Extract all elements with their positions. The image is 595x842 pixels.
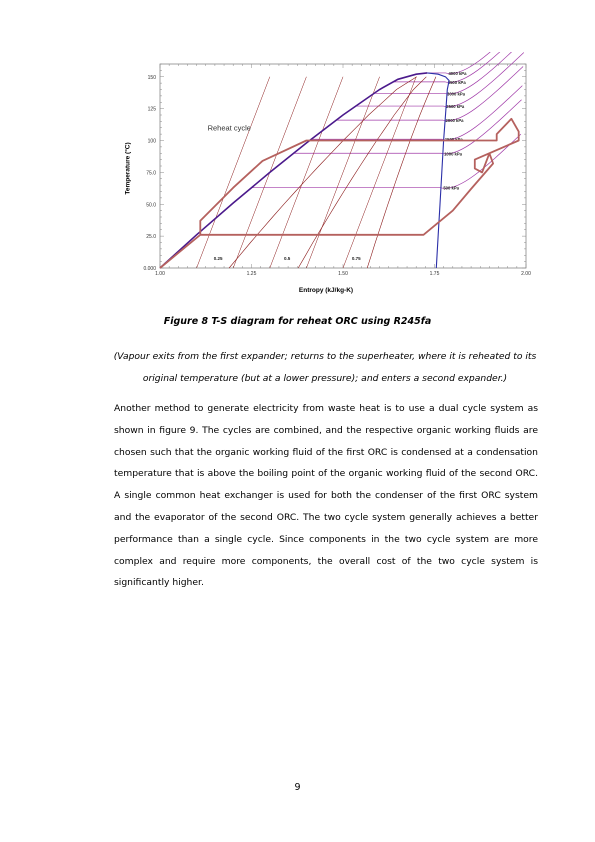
guide-line: [196, 76, 271, 269]
guide-line: [342, 76, 417, 269]
isobar-line: [374, 52, 512, 95]
quality-line: [297, 76, 427, 269]
isobar-label: 2000 kPa: [446, 118, 465, 123]
plot-frame: [159, 63, 527, 269]
x-tick-label: 1.00: [155, 271, 165, 277]
body-paragraph: Another method to generate electricity f…: [114, 403, 538, 589]
saturated-liquid-line: [159, 72, 428, 269]
x-tick-label: 2.00: [521, 271, 531, 277]
isobar-label: 4000 kPa: [448, 71, 467, 76]
isobar-line: [336, 66, 524, 122]
isobar-line: [427, 52, 491, 74]
guide-line: [306, 76, 380, 269]
isobar-line: [355, 52, 525, 108]
chart-annotation: Reheat cycle: [208, 123, 251, 132]
y-tick-label: 75.0: [146, 170, 156, 176]
isobar-line: [393, 52, 501, 83]
y-tick-label: 25.0: [146, 234, 156, 240]
saturated-vapor-line: [427, 72, 450, 269]
isobar-label: 500 kPa: [443, 186, 459, 191]
x-axis-title: Entropy (kJ/kg-K): [298, 287, 354, 294]
x-tick-label: 1.50: [338, 271, 348, 277]
ts-diagram-chart: 1.00 1.25 1.50 1.75 2.00 0.000 25.0 50.0 75.0 100…: [143, 52, 531, 277]
guide-line: [269, 76, 344, 269]
isobar-label: 3500 kPa: [448, 80, 467, 85]
quality-label: 0.75: [352, 256, 361, 261]
y-tick-label: 50.0: [146, 202, 156, 208]
isobar-label: 2500 kPa: [446, 104, 465, 109]
x-tick-label: 1.75: [430, 271, 440, 277]
y-axis-title: Temperature (°C): [124, 142, 132, 195]
quality-line: [228, 76, 417, 269]
y-tick-label: 150: [148, 75, 157, 81]
x-tick-label: 1.25: [247, 271, 257, 277]
figure-note: (Vapour exits from the first expander; r…: [113, 351, 537, 384]
quality-label: 0.25: [214, 256, 223, 261]
quality-line: [366, 76, 437, 269]
y-tick-label: 0.000: [143, 266, 156, 272]
isobar-label: 1000 kPa: [444, 151, 463, 156]
page-number: 9: [294, 782, 301, 793]
quality-label: 0.5: [284, 256, 291, 261]
cycle-path: [159, 117, 520, 269]
figure-caption: Figure 8 T-S diagram for reheat ORC usin…: [163, 316, 432, 327]
y-tick-label: 125: [148, 107, 157, 113]
y-tick-label: 100: [148, 139, 157, 145]
isobar-label: 3000 kPa: [447, 91, 466, 96]
